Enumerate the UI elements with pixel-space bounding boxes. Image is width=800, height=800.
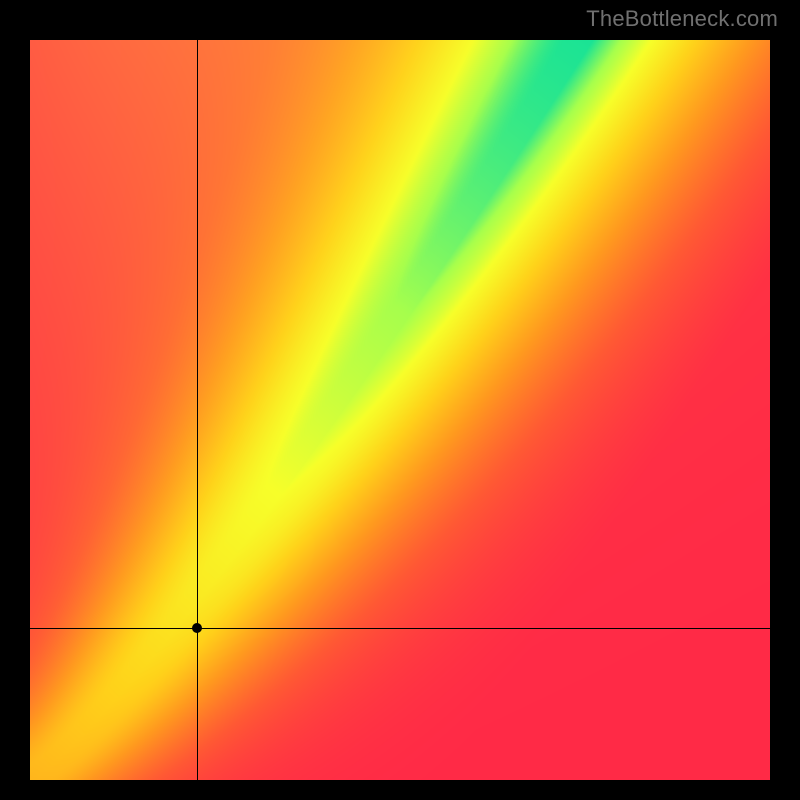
- crosshair-horizontal: [30, 628, 770, 629]
- chart-frame: TheBottleneck.com: [0, 0, 800, 800]
- crosshair-vertical: [197, 40, 198, 780]
- heatmap-canvas: [30, 40, 770, 780]
- heatmap-plot: [30, 40, 770, 780]
- watermark-text: TheBottleneck.com: [586, 6, 778, 32]
- marker-point: [192, 623, 202, 633]
